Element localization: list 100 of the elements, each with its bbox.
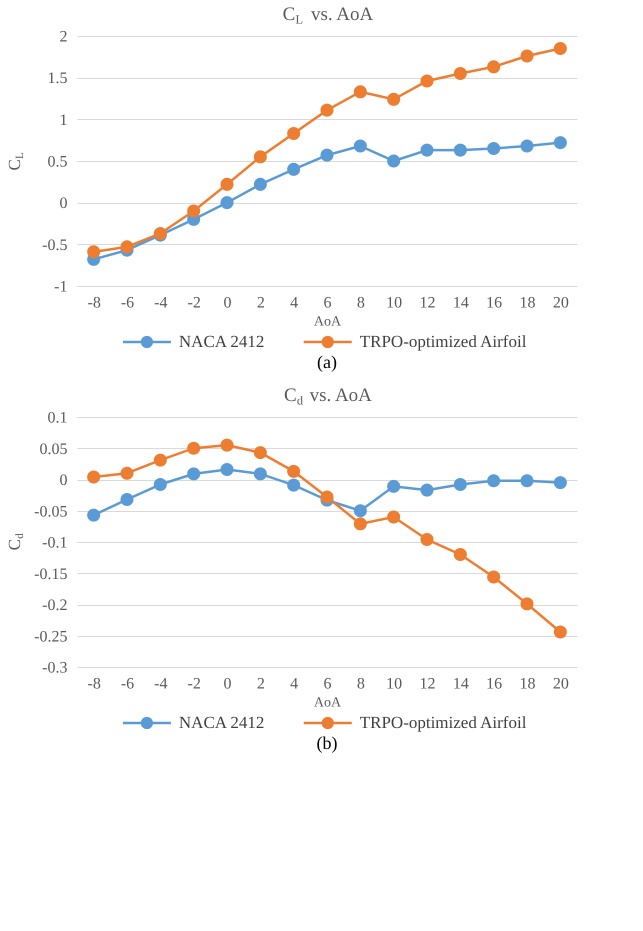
point — [354, 517, 367, 530]
point — [554, 136, 567, 150]
x-axis-title: AoA — [314, 314, 342, 330]
y-tick-label: 0.5 — [48, 154, 68, 170]
point — [154, 478, 167, 492]
y-axis-title: Cd — [5, 532, 26, 550]
y-tick-label: -0.3 — [42, 660, 68, 676]
x-tick-label: 20 — [552, 676, 569, 692]
point — [254, 446, 267, 460]
point — [520, 49, 534, 63]
point — [454, 478, 467, 492]
point — [320, 104, 334, 117]
legend-label: TRPO-optimized Airfoil — [360, 332, 527, 351]
point — [554, 476, 567, 490]
point — [454, 548, 467, 562]
x-tick-label: 2 — [256, 294, 265, 312]
point — [220, 438, 234, 452]
point — [520, 139, 534, 153]
y-tick-label: 1.5 — [48, 70, 68, 88]
point — [420, 74, 434, 88]
point — [420, 144, 434, 157]
legend-label: NACA 2412 — [178, 332, 264, 351]
point — [387, 510, 400, 524]
x-tick-label: 8 — [356, 294, 365, 312]
text: (b) — [316, 733, 338, 753]
x-tick-label: 12 — [420, 294, 436, 312]
point — [87, 245, 100, 258]
point — [187, 467, 200, 480]
y-tick-label: -0.15 — [34, 566, 68, 583]
y-tick-label: -1 — [54, 278, 68, 296]
point — [354, 85, 367, 98]
x-tick-label: -2 — [188, 676, 201, 692]
point — [220, 462, 234, 476]
point — [387, 154, 400, 168]
x-tick-label: 0 — [224, 676, 232, 692]
y-tick-label: 0.1 — [48, 410, 68, 426]
y-tick-label: 1 — [60, 112, 68, 129]
point — [287, 162, 300, 176]
y-tick-label: -0.5 — [42, 236, 68, 254]
x-tick-label: 6 — [324, 294, 332, 312]
x-tick-label: -8 — [88, 294, 101, 312]
point — [320, 148, 334, 162]
legend-label: TRPO-optimized Airfoil — [360, 713, 527, 732]
y-tick-label: -0.2 — [42, 597, 68, 614]
y-axis-title: CL — [5, 152, 26, 171]
point — [287, 126, 300, 140]
point — [554, 625, 567, 639]
x-tick-label: 4 — [290, 294, 298, 312]
point — [120, 240, 134, 254]
x-tick-label: 18 — [520, 294, 536, 312]
point — [120, 466, 134, 480]
point — [287, 478, 300, 492]
x-tick-label: 2 — [256, 676, 265, 692]
point — [420, 484, 434, 497]
point — [520, 474, 534, 488]
point — [387, 480, 400, 493]
y-tick-label: 0.05 — [40, 440, 68, 458]
y-tick-label: -0.05 — [34, 503, 68, 520]
text: (a) — [317, 352, 337, 372]
y-tick-label: 2 — [60, 28, 68, 46]
legend-label: NACA 2412 — [178, 713, 264, 732]
point — [254, 150, 267, 164]
point — [487, 474, 500, 488]
x-tick-label: 12 — [420, 676, 436, 692]
x-tick-label: -6 — [120, 676, 134, 692]
point — [120, 492, 134, 506]
x-tick-label: 10 — [386, 676, 402, 692]
point — [254, 178, 267, 191]
point — [87, 470, 100, 484]
x-tick-label: 4 — [290, 676, 298, 692]
x-tick-label: 16 — [486, 676, 502, 692]
x-tick-label: 6 — [324, 676, 332, 692]
x-tick-label: 8 — [356, 676, 365, 692]
x-tick-label: 20 — [552, 294, 569, 312]
x-tick-label: -2 — [188, 294, 201, 312]
y-tick-label: -0.1 — [42, 534, 68, 552]
x-tick-label: -4 — [154, 676, 168, 692]
x-tick-label: 18 — [520, 676, 536, 692]
y-tick-label: 0 — [60, 472, 68, 489]
point — [354, 139, 367, 153]
point — [520, 597, 534, 610]
x-tick-label: 14 — [452, 676, 469, 692]
x-axis-title: AoA — [314, 696, 342, 710]
x-tick-label: 14 — [452, 294, 469, 312]
point — [487, 570, 500, 584]
y-tick-label: -0.25 — [34, 628, 68, 646]
point — [220, 178, 234, 191]
point — [220, 196, 234, 210]
point — [187, 442, 200, 455]
point — [87, 508, 100, 522]
point — [354, 504, 367, 518]
point — [387, 92, 400, 106]
point — [187, 204, 200, 218]
point — [454, 144, 467, 157]
x-tick-label: 10 — [386, 294, 402, 312]
y-tick-label: 0 — [60, 195, 68, 212]
x-tick-label: 0 — [224, 294, 232, 312]
point — [554, 42, 567, 56]
point — [487, 60, 500, 74]
x-tick-label: -6 — [120, 294, 134, 312]
